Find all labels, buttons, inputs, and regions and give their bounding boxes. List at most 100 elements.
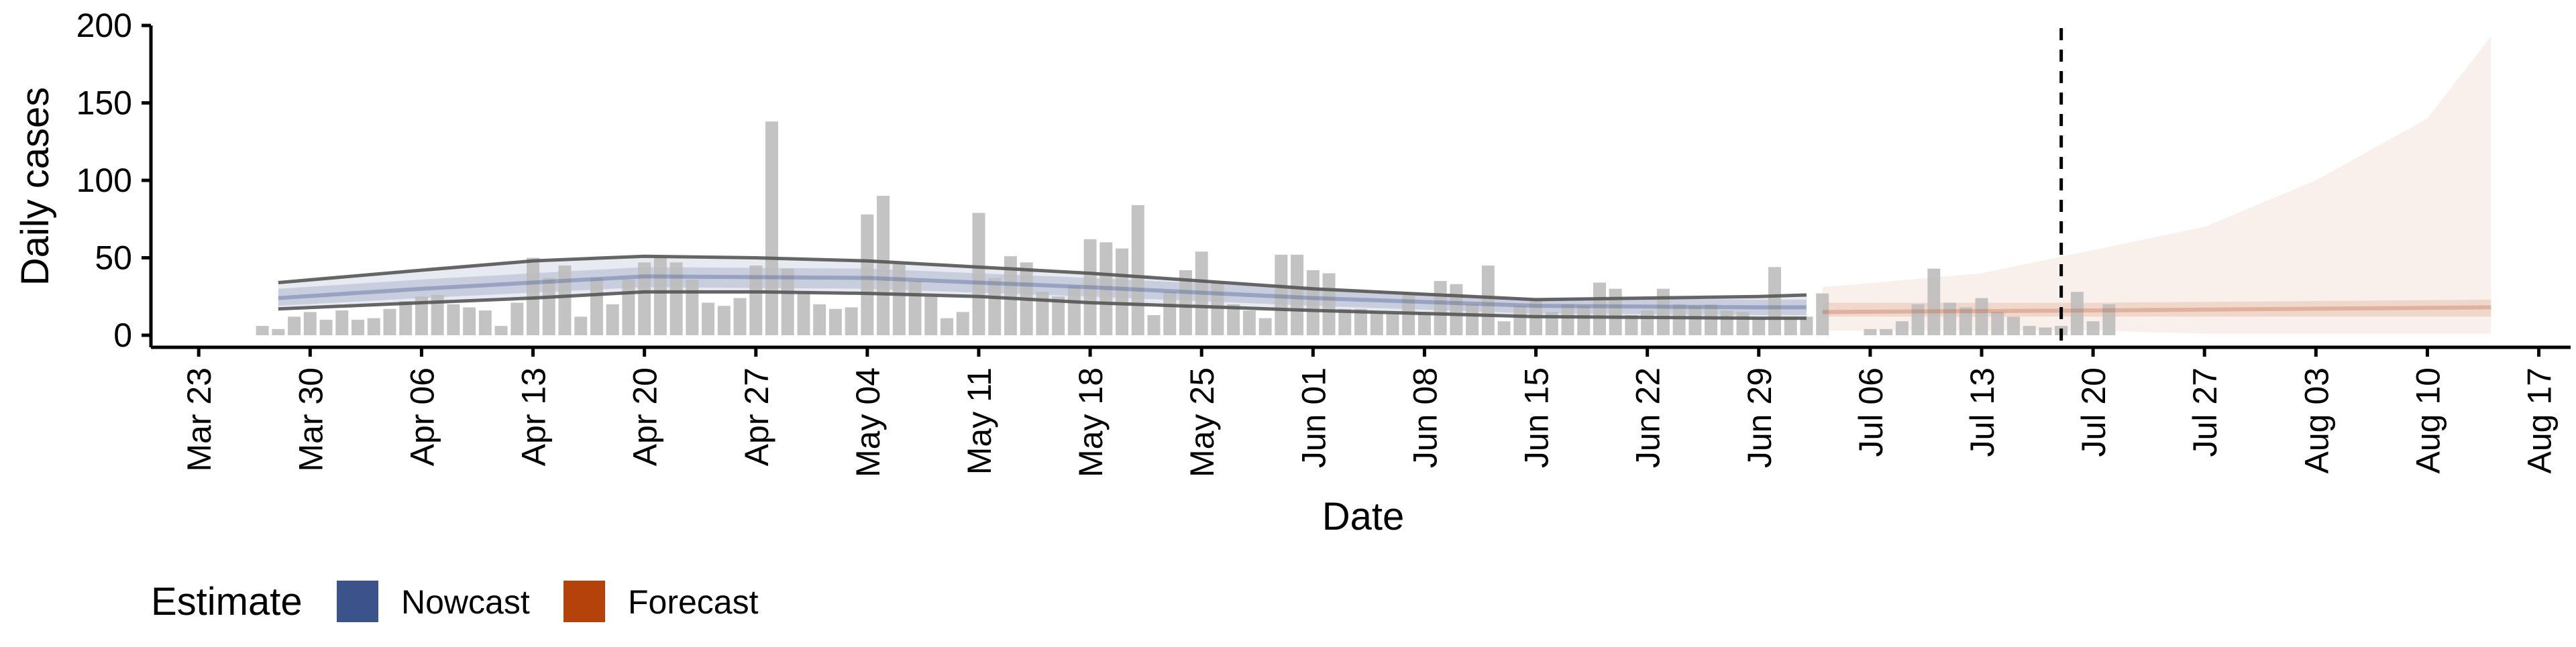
case-bar xyxy=(1322,273,1336,335)
case-bar xyxy=(2039,327,2052,335)
case-bar xyxy=(717,306,731,335)
case-bar xyxy=(1577,306,1591,335)
case-bar xyxy=(2006,316,2020,335)
x-tick-label: Jun 01 xyxy=(1295,367,1332,468)
x-axis-title: Date xyxy=(1322,495,1405,538)
case-bar xyxy=(1672,304,1686,335)
case-bar xyxy=(1067,286,1081,335)
y-tick-label: 100 xyxy=(76,162,132,199)
estimate-ribbons xyxy=(278,36,2491,334)
case-bar xyxy=(272,329,285,335)
case-bar xyxy=(861,214,874,335)
case-bar xyxy=(367,318,380,335)
case-bar xyxy=(542,278,555,335)
case-bar xyxy=(988,278,1002,335)
case-bar xyxy=(765,121,778,335)
case-bar xyxy=(1242,310,1256,335)
case-bar xyxy=(574,316,588,335)
case-bar xyxy=(335,310,349,335)
case-bar xyxy=(1625,314,1638,335)
case-bar xyxy=(1099,242,1113,335)
y-tick-label: 150 xyxy=(76,84,132,122)
case-bar xyxy=(813,304,826,335)
case-bar xyxy=(1338,308,1352,335)
nowcast-lower-bound-line xyxy=(278,290,1807,320)
legend: Estimate Nowcast Forecast xyxy=(151,580,759,624)
x-tick-label: Jun 08 xyxy=(1406,367,1444,468)
x-tick-label: Jul 27 xyxy=(2186,367,2224,457)
case-bar xyxy=(1354,308,1367,335)
case-bar xyxy=(1291,254,1304,335)
y-axis-ticks: 0 50 100 150 200 xyxy=(76,7,151,354)
case-bar xyxy=(877,196,890,335)
case-bar xyxy=(2086,321,2100,335)
legend-title: Estimate xyxy=(151,580,303,624)
case-bar xyxy=(1784,316,1797,335)
case-bar xyxy=(478,310,492,335)
case-bar xyxy=(1609,288,1622,335)
case-bar xyxy=(1688,306,1702,335)
x-tick-label: Jun 29 xyxy=(1741,367,1778,468)
y-tick-label: 0 xyxy=(113,316,132,354)
legend-label-forecast: Forecast xyxy=(628,583,759,621)
case-bar xyxy=(1417,312,1431,335)
case-bar xyxy=(1768,267,1781,335)
case-bar xyxy=(622,279,635,335)
case-bar xyxy=(1816,293,1829,335)
case-bar xyxy=(1370,312,1383,335)
x-tick-label: Apr 13 xyxy=(515,367,553,466)
case-bar xyxy=(1466,304,1479,335)
case-bar xyxy=(1179,270,1192,335)
legend-swatch-nowcast xyxy=(337,581,378,622)
x-tick-label: Jul 13 xyxy=(1964,367,2001,457)
case-bar xyxy=(1306,270,1320,335)
case-bar xyxy=(892,263,906,335)
case-bar xyxy=(924,296,938,335)
case-bar xyxy=(1720,310,1733,335)
x-tick-label: Aug 10 xyxy=(2409,367,2447,473)
case-bar xyxy=(1641,310,1654,335)
case-bar xyxy=(1593,282,1606,335)
x-tick-label: May 11 xyxy=(961,367,998,475)
case-bar xyxy=(431,294,444,335)
case-bar xyxy=(1402,294,1415,335)
case-bar xyxy=(1434,281,1447,335)
case-bar xyxy=(1497,321,1511,335)
case-bar xyxy=(590,278,603,335)
case-bar xyxy=(1864,329,1877,335)
case-bar xyxy=(463,307,476,335)
legend-swatch-forecast xyxy=(564,581,605,622)
case-bar xyxy=(494,326,508,335)
x-tick-label: Jul 06 xyxy=(1852,367,1890,457)
nowcast-upper-bound-line xyxy=(278,254,1807,302)
y-axis-title: Daily cases xyxy=(13,87,57,286)
case-bar xyxy=(1911,304,1925,335)
case-bar xyxy=(1004,256,1017,335)
case-bar xyxy=(1116,248,1129,335)
x-tick-label: Apr 06 xyxy=(403,367,441,466)
legend-label-nowcast: Nowcast xyxy=(401,583,530,621)
y-tick-label: 50 xyxy=(95,239,132,277)
x-tick-label: Jun 15 xyxy=(1518,367,1556,468)
case-bar xyxy=(1705,304,1718,335)
x-tick-label: Jun 22 xyxy=(1629,367,1667,468)
case-bar xyxy=(415,296,428,335)
x-tick-label: Mar 23 xyxy=(180,367,218,472)
case-bar xyxy=(1895,321,1909,335)
case-bar xyxy=(1131,204,1144,335)
case-bar xyxy=(1943,302,1957,335)
case-bar xyxy=(686,279,699,335)
case-bar xyxy=(1975,298,1988,335)
case-bar xyxy=(383,308,396,335)
case-bar xyxy=(2102,304,2116,335)
x-tick-label: May 04 xyxy=(849,367,887,477)
case-bar xyxy=(1275,254,1288,335)
case-bar xyxy=(638,262,651,335)
case-bar xyxy=(828,308,842,335)
case-bar xyxy=(558,266,572,335)
case-bar xyxy=(399,301,413,335)
x-axis-ticks: Mar 23 Mar 30 Apr 06 Apr 13 Apr 20 Apr 27 May … xyxy=(180,347,2559,477)
case-bar xyxy=(669,262,683,335)
